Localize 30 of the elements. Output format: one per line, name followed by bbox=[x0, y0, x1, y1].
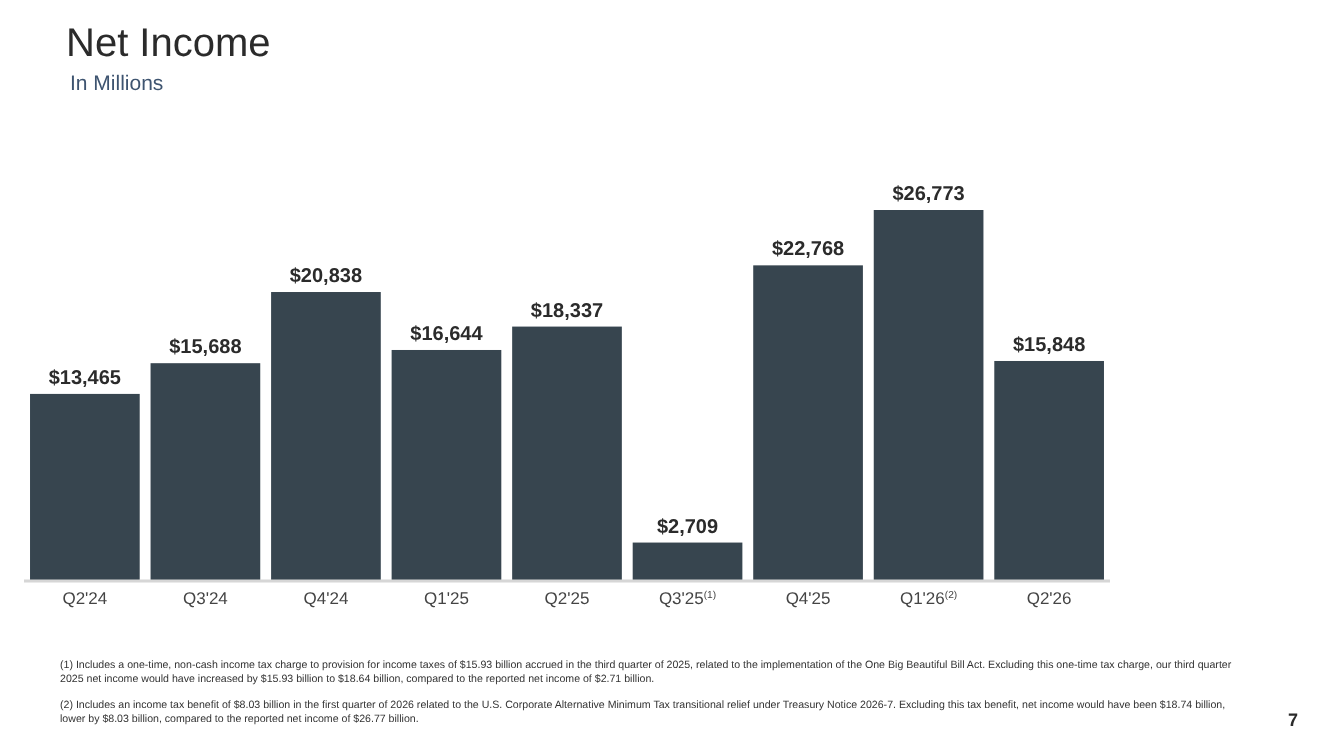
data-label: $20,838 bbox=[289, 266, 363, 289]
bar bbox=[391, 349, 502, 580]
chart-subtitle: In Millions bbox=[70, 72, 164, 96]
x-tick-label: Q4'25 bbox=[785, 588, 832, 608]
text: 7 bbox=[1288, 710, 1299, 730]
data-label: $15,848 bbox=[1012, 334, 1087, 357]
bar bbox=[271, 292, 381, 580]
data-label: $2,709 bbox=[656, 516, 719, 539]
x-tick-label: Q2'25 bbox=[544, 588, 590, 608]
bar bbox=[994, 360, 1104, 580]
bar bbox=[512, 326, 622, 580]
bar bbox=[30, 393, 140, 580]
data-label: $16,644 bbox=[410, 323, 484, 346]
x-tick-label: Q2'26 bbox=[1026, 588, 1073, 608]
bar bbox=[150, 363, 261, 580]
x-tick-label: Q1'25 bbox=[424, 588, 470, 608]
x-tick-label: Q3'24 bbox=[182, 588, 229, 608]
x-tick-label: Q3'25$^{(1)}$ bbox=[658, 588, 717, 608]
x-tick-label: Q2'24 bbox=[62, 588, 108, 608]
data-label: $15,688 bbox=[169, 337, 243, 360]
bar bbox=[873, 210, 984, 580]
bar bbox=[753, 265, 863, 580]
chart-title: Net Income bbox=[66, 22, 271, 66]
data-label: $18,337 bbox=[530, 300, 605, 323]
data-label: $26,773 bbox=[892, 184, 966, 206]
data-label: $13,465 bbox=[48, 367, 122, 390]
bar bbox=[632, 542, 743, 580]
x-tick-label: Q4'24 bbox=[303, 588, 349, 608]
data-label: $22,768 bbox=[771, 239, 846, 262]
x-tick-label: Q1'26$^{(2)}$ bbox=[899, 588, 958, 608]
